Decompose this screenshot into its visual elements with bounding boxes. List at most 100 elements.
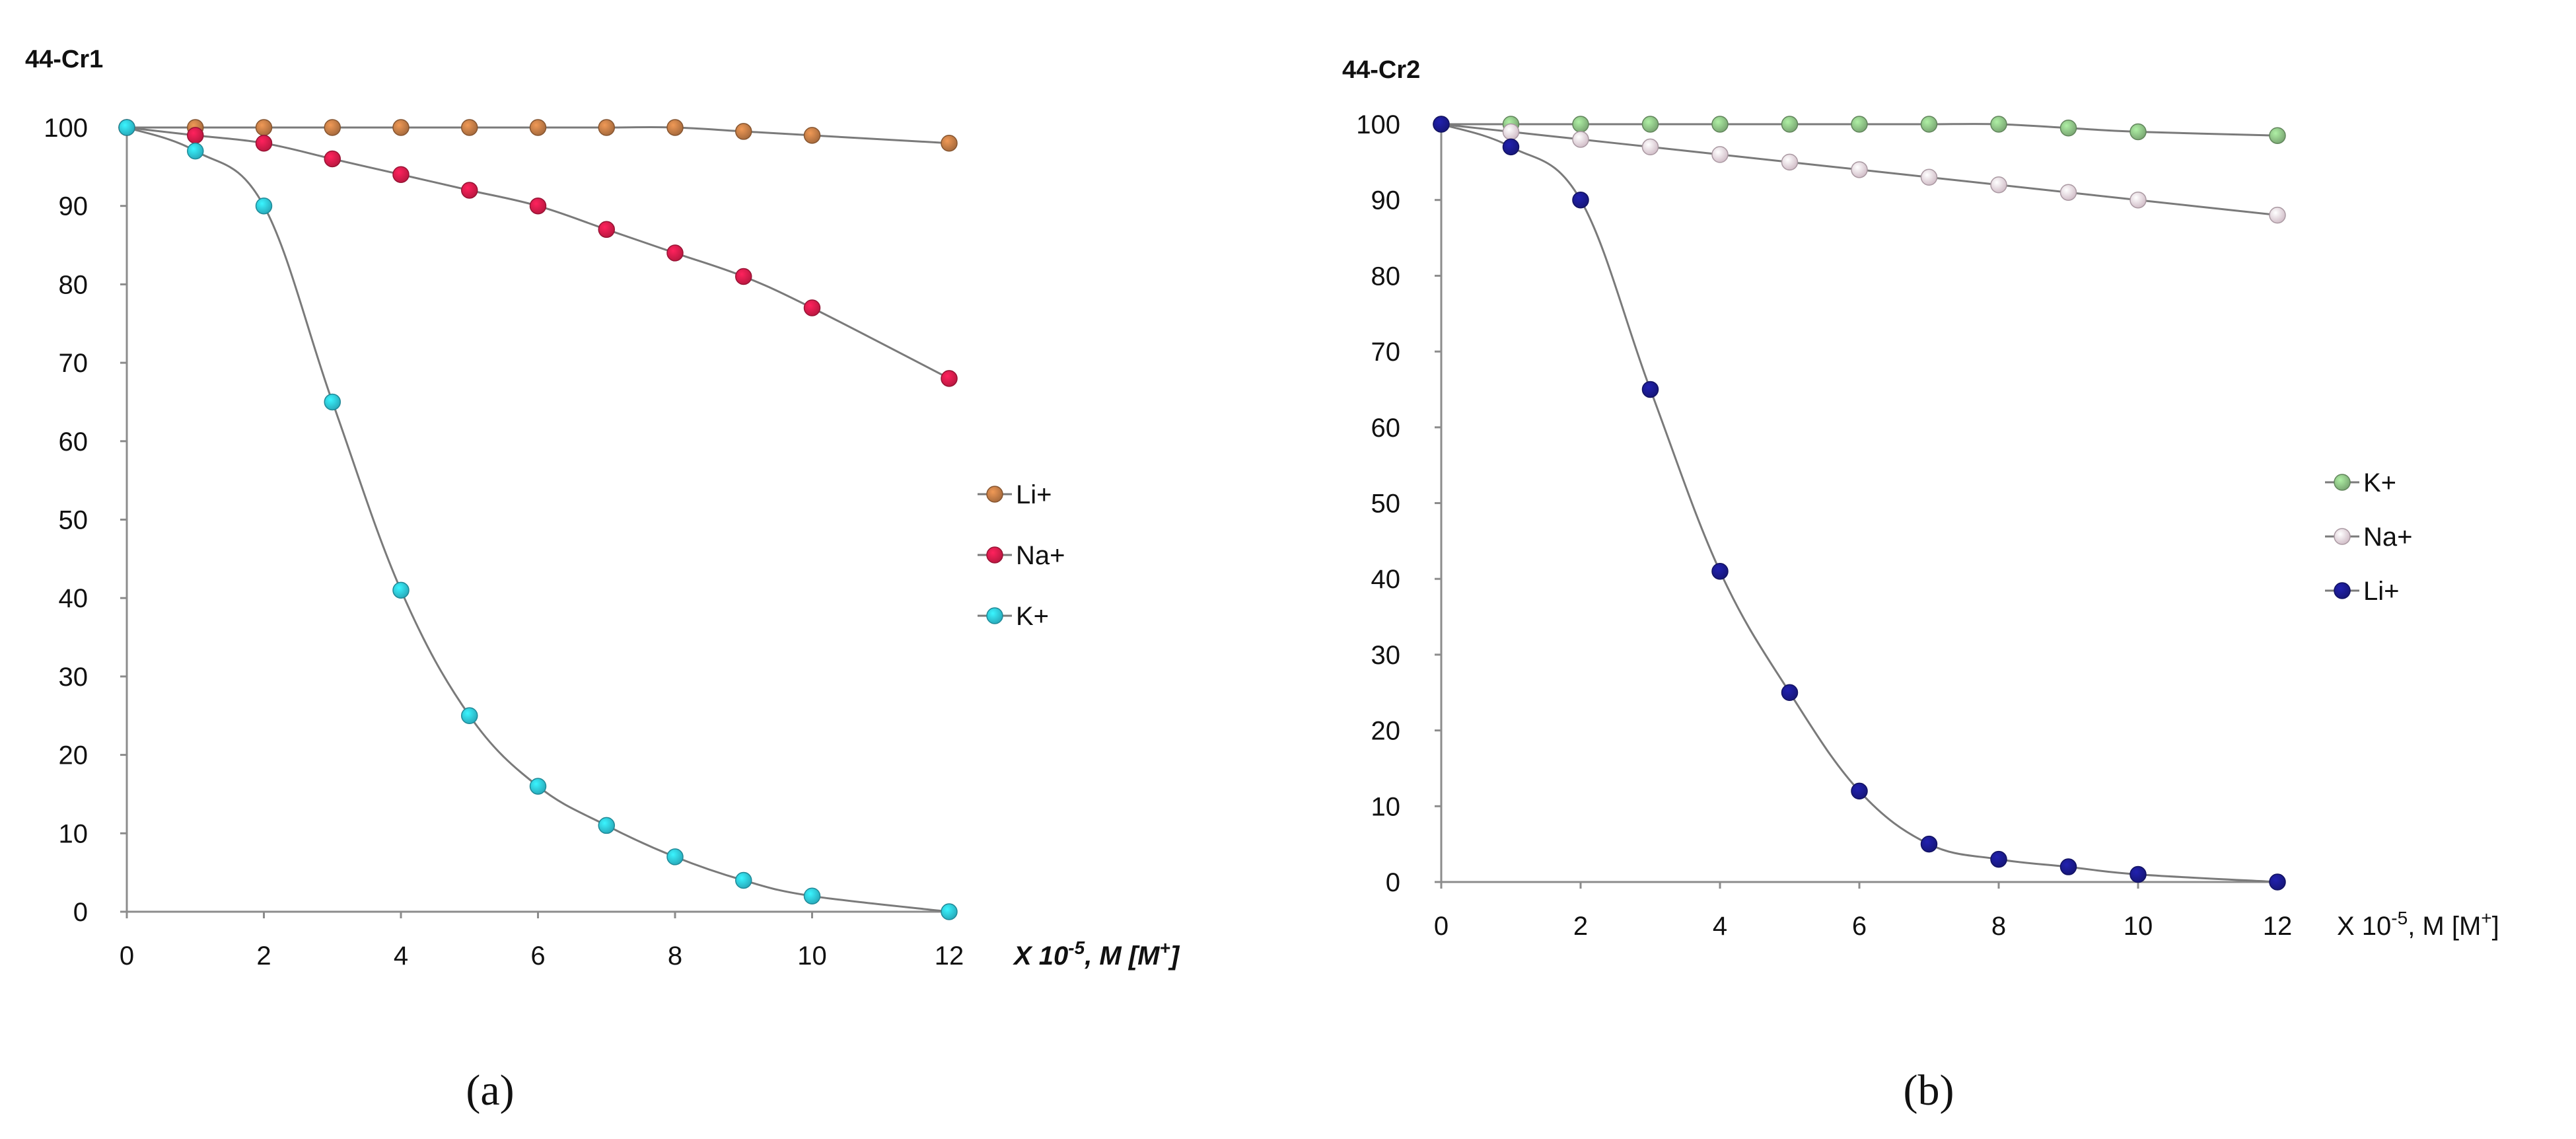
- data-point: [666, 119, 684, 136]
- x-axis-label: X 10-5, M [M+]: [2337, 908, 2499, 941]
- x-tick-label: 0: [120, 941, 134, 971]
- panel-label: (b): [1904, 1066, 1954, 1115]
- y-tick-label: 80: [59, 270, 89, 299]
- chart-panel-b: 44-Cr2 (b) 0 10 20 30 40 50 60 70 80 90 100 0 2 4 6 8 10…: [1342, 56, 2499, 1115]
- series-line-liplus: [1441, 123, 2278, 883]
- data-point: [2269, 206, 2286, 224]
- data-point: [255, 197, 273, 215]
- legend-marker: [2334, 582, 2351, 599]
- data-point: [1502, 138, 1520, 156]
- data-point: [1711, 146, 1729, 163]
- data-point: [324, 393, 341, 411]
- data-point: [1502, 123, 1520, 141]
- data-point: [461, 182, 478, 199]
- x-tick-label: 4: [1713, 912, 1727, 941]
- x-tick-label: 6: [1852, 912, 1867, 941]
- y-tick-label: 70: [1371, 338, 1401, 367]
- data-point: [1781, 153, 1799, 171]
- data-point: [598, 119, 615, 136]
- x-axis-label-text: X 10: [2337, 912, 2391, 941]
- chart-panel-a: 44-Cr1 (a) 0 10 20 30 40 50 60 70 80 90 100 0 2 4 6 8 10…: [25, 46, 1180, 1115]
- y-tick-label: 100: [44, 114, 88, 143]
- chart-title: 44-Cr1: [25, 46, 103, 73]
- data-point: [1641, 116, 1659, 133]
- legend-label: K+: [2363, 468, 2396, 497]
- y-tick-label: 70: [59, 349, 89, 378]
- chart-title: 44-Cr2: [1342, 56, 1420, 84]
- y-tick-label: 40: [1371, 565, 1401, 594]
- data-point: [803, 127, 821, 144]
- data-point: [255, 134, 273, 152]
- data-point: [941, 134, 958, 152]
- legend-marker: [986, 607, 1003, 624]
- data-point: [2059, 119, 2077, 137]
- data-point: [598, 817, 615, 834]
- y-tick-label: 60: [1371, 414, 1401, 443]
- legend-marker: [2334, 528, 2351, 545]
- y-tick-label: 90: [1371, 186, 1401, 215]
- x-tick-label: 0: [1434, 912, 1449, 941]
- data-point: [529, 197, 547, 215]
- x-tick-label: 4: [394, 941, 408, 971]
- data-point: [598, 221, 615, 239]
- data-point: [1851, 116, 1868, 133]
- data-point: [1641, 381, 1659, 398]
- y-tick-label: 60: [59, 427, 89, 457]
- data-point: [941, 903, 958, 920]
- data-point: [1920, 168, 1938, 186]
- data-point: [461, 707, 478, 724]
- legend-marker: [986, 486, 1003, 503]
- x-axis-label-text: ]: [1168, 941, 1180, 971]
- data-point: [666, 848, 684, 865]
- y-tick-label: 50: [59, 506, 89, 535]
- data-point: [735, 268, 752, 285]
- x-tick-label: 6: [530, 941, 545, 971]
- x-axis-label-text: , M [M: [2408, 912, 2481, 941]
- data-point: [2059, 184, 2077, 201]
- y-tick-label: 100: [1356, 110, 1400, 139]
- x-tick-label: 12: [935, 941, 964, 971]
- y-tick-label: 20: [59, 741, 89, 770]
- data-point: [392, 581, 410, 599]
- data-point: [2129, 123, 2147, 141]
- y-tick-label: 40: [59, 584, 89, 613]
- data-point: [803, 887, 821, 905]
- x-axis-label-text: , M [M: [1084, 941, 1161, 971]
- y-tick-label: 50: [1371, 490, 1401, 519]
- y-tick-label: 10: [59, 819, 89, 848]
- series-line-naplus: [126, 126, 950, 380]
- data-point: [1572, 116, 1589, 133]
- data-point: [1711, 116, 1729, 133]
- x-axis-label-text: X 10: [1013, 941, 1068, 971]
- y-tick-label: 90: [59, 192, 89, 221]
- data-point: [529, 778, 547, 795]
- data-point: [1433, 116, 1450, 133]
- x-tick-label: 10: [797, 941, 827, 971]
- x-tick-label: 2: [1573, 912, 1588, 941]
- legend-label: Li+: [2363, 577, 2400, 606]
- data-point: [187, 142, 204, 160]
- data-point: [1851, 161, 1868, 178]
- panel-label: (a): [466, 1066, 514, 1115]
- legend-marker: [986, 546, 1003, 564]
- x-tick-label: 8: [668, 941, 682, 971]
- data-point: [2269, 127, 2286, 144]
- data-point: [1990, 116, 2007, 133]
- data-point: [118, 119, 135, 136]
- y-tick-label: 0: [73, 898, 88, 927]
- x-axis-label-text: ]: [2492, 912, 2499, 941]
- legend-label: Na+: [2363, 523, 2413, 552]
- data-point: [1920, 835, 1938, 853]
- y-tick-label: 20: [1371, 717, 1401, 746]
- data-point: [803, 299, 821, 316]
- data-point: [1572, 191, 1589, 209]
- legend-label: Na+: [1016, 541, 1065, 570]
- data-point: [324, 119, 341, 136]
- data-point: [666, 244, 684, 262]
- x-tick-label: 8: [1991, 912, 2006, 941]
- x-axis-label-superscript: +: [2481, 908, 2491, 928]
- legend-marker: [2334, 474, 2351, 491]
- data-point: [1711, 562, 1729, 580]
- x-axis-label: X 10-5, M [M+]: [1013, 937, 1180, 971]
- data-point: [1572, 131, 1589, 148]
